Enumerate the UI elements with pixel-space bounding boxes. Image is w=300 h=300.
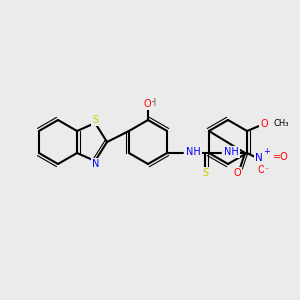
Text: S: S (202, 168, 208, 178)
Text: O: O (233, 168, 241, 178)
Text: ⁻: ⁻ (265, 166, 269, 175)
Text: +: + (264, 146, 271, 155)
Text: N: N (92, 159, 100, 169)
Text: H: H (149, 98, 157, 108)
Text: O: O (260, 119, 268, 129)
Text: CH₃: CH₃ (273, 119, 289, 128)
Text: N: N (255, 153, 263, 163)
Text: NH: NH (224, 147, 239, 157)
Text: O: O (257, 165, 265, 175)
Text: S: S (92, 115, 98, 125)
Text: NH: NH (186, 147, 201, 157)
Text: O: O (143, 99, 151, 109)
Text: =O: =O (273, 152, 289, 162)
